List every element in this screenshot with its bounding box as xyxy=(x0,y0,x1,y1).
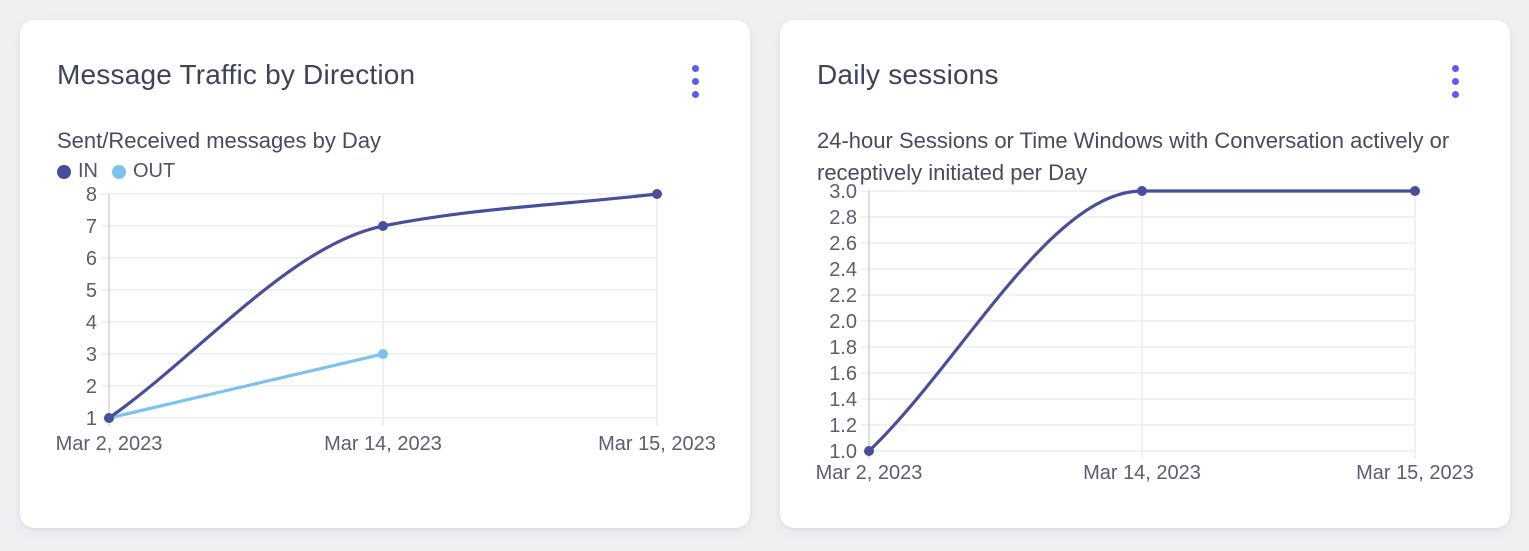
legend-label-in: IN xyxy=(78,160,98,182)
y-axis-tick-label: 2.6 xyxy=(829,233,857,255)
card-title-daily-sessions: Daily sessions xyxy=(817,59,999,90)
y-axis-tick-label: 1.0 xyxy=(829,441,857,463)
kebab-menu-icon xyxy=(1451,64,1459,98)
y-axis-tick-label: 1.8 xyxy=(829,337,857,359)
card-title-message-traffic: Message Traffic by Direction xyxy=(57,59,416,90)
y-axis-tick-label: 4 xyxy=(86,312,97,334)
y-axis-tick-label: 2.4 xyxy=(829,259,857,281)
chart-legend: IN OUT xyxy=(57,160,175,183)
x-axis-tick-label: Mar 14, 2023 xyxy=(1083,462,1201,484)
y-axis-tick-label: 2.0 xyxy=(829,311,857,333)
y-axis-tick-label: 1.2 xyxy=(829,415,857,437)
y-axis-tick-label: 1.6 xyxy=(829,363,857,385)
card-menu-button[interactable] xyxy=(1439,58,1471,104)
data-point xyxy=(652,189,662,199)
y-axis-tick-label: 5 xyxy=(86,280,97,302)
daily-sessions-card: Daily sessions 24-hour Sessions or Time … xyxy=(780,20,1510,528)
y-axis-tick-label: 3 xyxy=(86,344,97,366)
data-point xyxy=(104,413,114,423)
data-point xyxy=(378,221,388,231)
y-axis-tick-label: 7 xyxy=(86,216,97,238)
x-axis-tick-label: Mar 14, 2023 xyxy=(324,433,442,455)
x-axis-tick-label: Mar 15, 2023 xyxy=(598,433,716,455)
legend-label-out: OUT xyxy=(133,160,176,182)
card-subtitle-message-traffic: Sent/Received messages by Day xyxy=(57,128,382,153)
message-traffic-chart: 1 2 3 4 5 6 7 8 Mar 2, 2023 Mar 14, 2023 Mar 15, 2… xyxy=(56,184,716,455)
y-axis-tick-label: 1 xyxy=(86,408,97,430)
data-point xyxy=(104,413,114,423)
series-line xyxy=(107,352,385,420)
legend-dot-out-icon xyxy=(112,164,126,179)
data-point xyxy=(378,349,388,359)
y-axis-tick-label: 1.4 xyxy=(829,389,857,411)
y-axis-tick-label: 8 xyxy=(86,184,97,206)
legend-item-out: OUT xyxy=(112,160,175,183)
legend-dot-in-icon xyxy=(57,164,71,179)
y-axis-tick-label: 6 xyxy=(86,248,97,270)
dashboard-cards-row: Message Traffic by Direction Sent/Receiv… xyxy=(20,20,1510,528)
card-subtitle-daily-sessions: 24-hour Sessions or Time Windows with Co… xyxy=(817,128,1450,185)
x-axis-tick-label: Mar 2, 2023 xyxy=(816,462,923,484)
y-axis-tick-label: 2 xyxy=(86,376,97,398)
message-traffic-card: Message Traffic by Direction Sent/Receiv… xyxy=(20,20,750,528)
series-line xyxy=(107,192,659,420)
y-axis-tick-label: 2.8 xyxy=(829,207,857,229)
kebab-menu-icon xyxy=(691,64,699,98)
legend-item-in: IN xyxy=(57,160,98,183)
y-axis-tick-label: 2.2 xyxy=(829,285,857,307)
data-point xyxy=(864,446,874,456)
card-menu-button[interactable] xyxy=(679,58,711,104)
x-axis-tick-label: Mar 2, 2023 xyxy=(56,433,163,455)
series-line xyxy=(867,189,1417,453)
x-axis-tick-label: Mar 15, 2023 xyxy=(1356,462,1474,484)
